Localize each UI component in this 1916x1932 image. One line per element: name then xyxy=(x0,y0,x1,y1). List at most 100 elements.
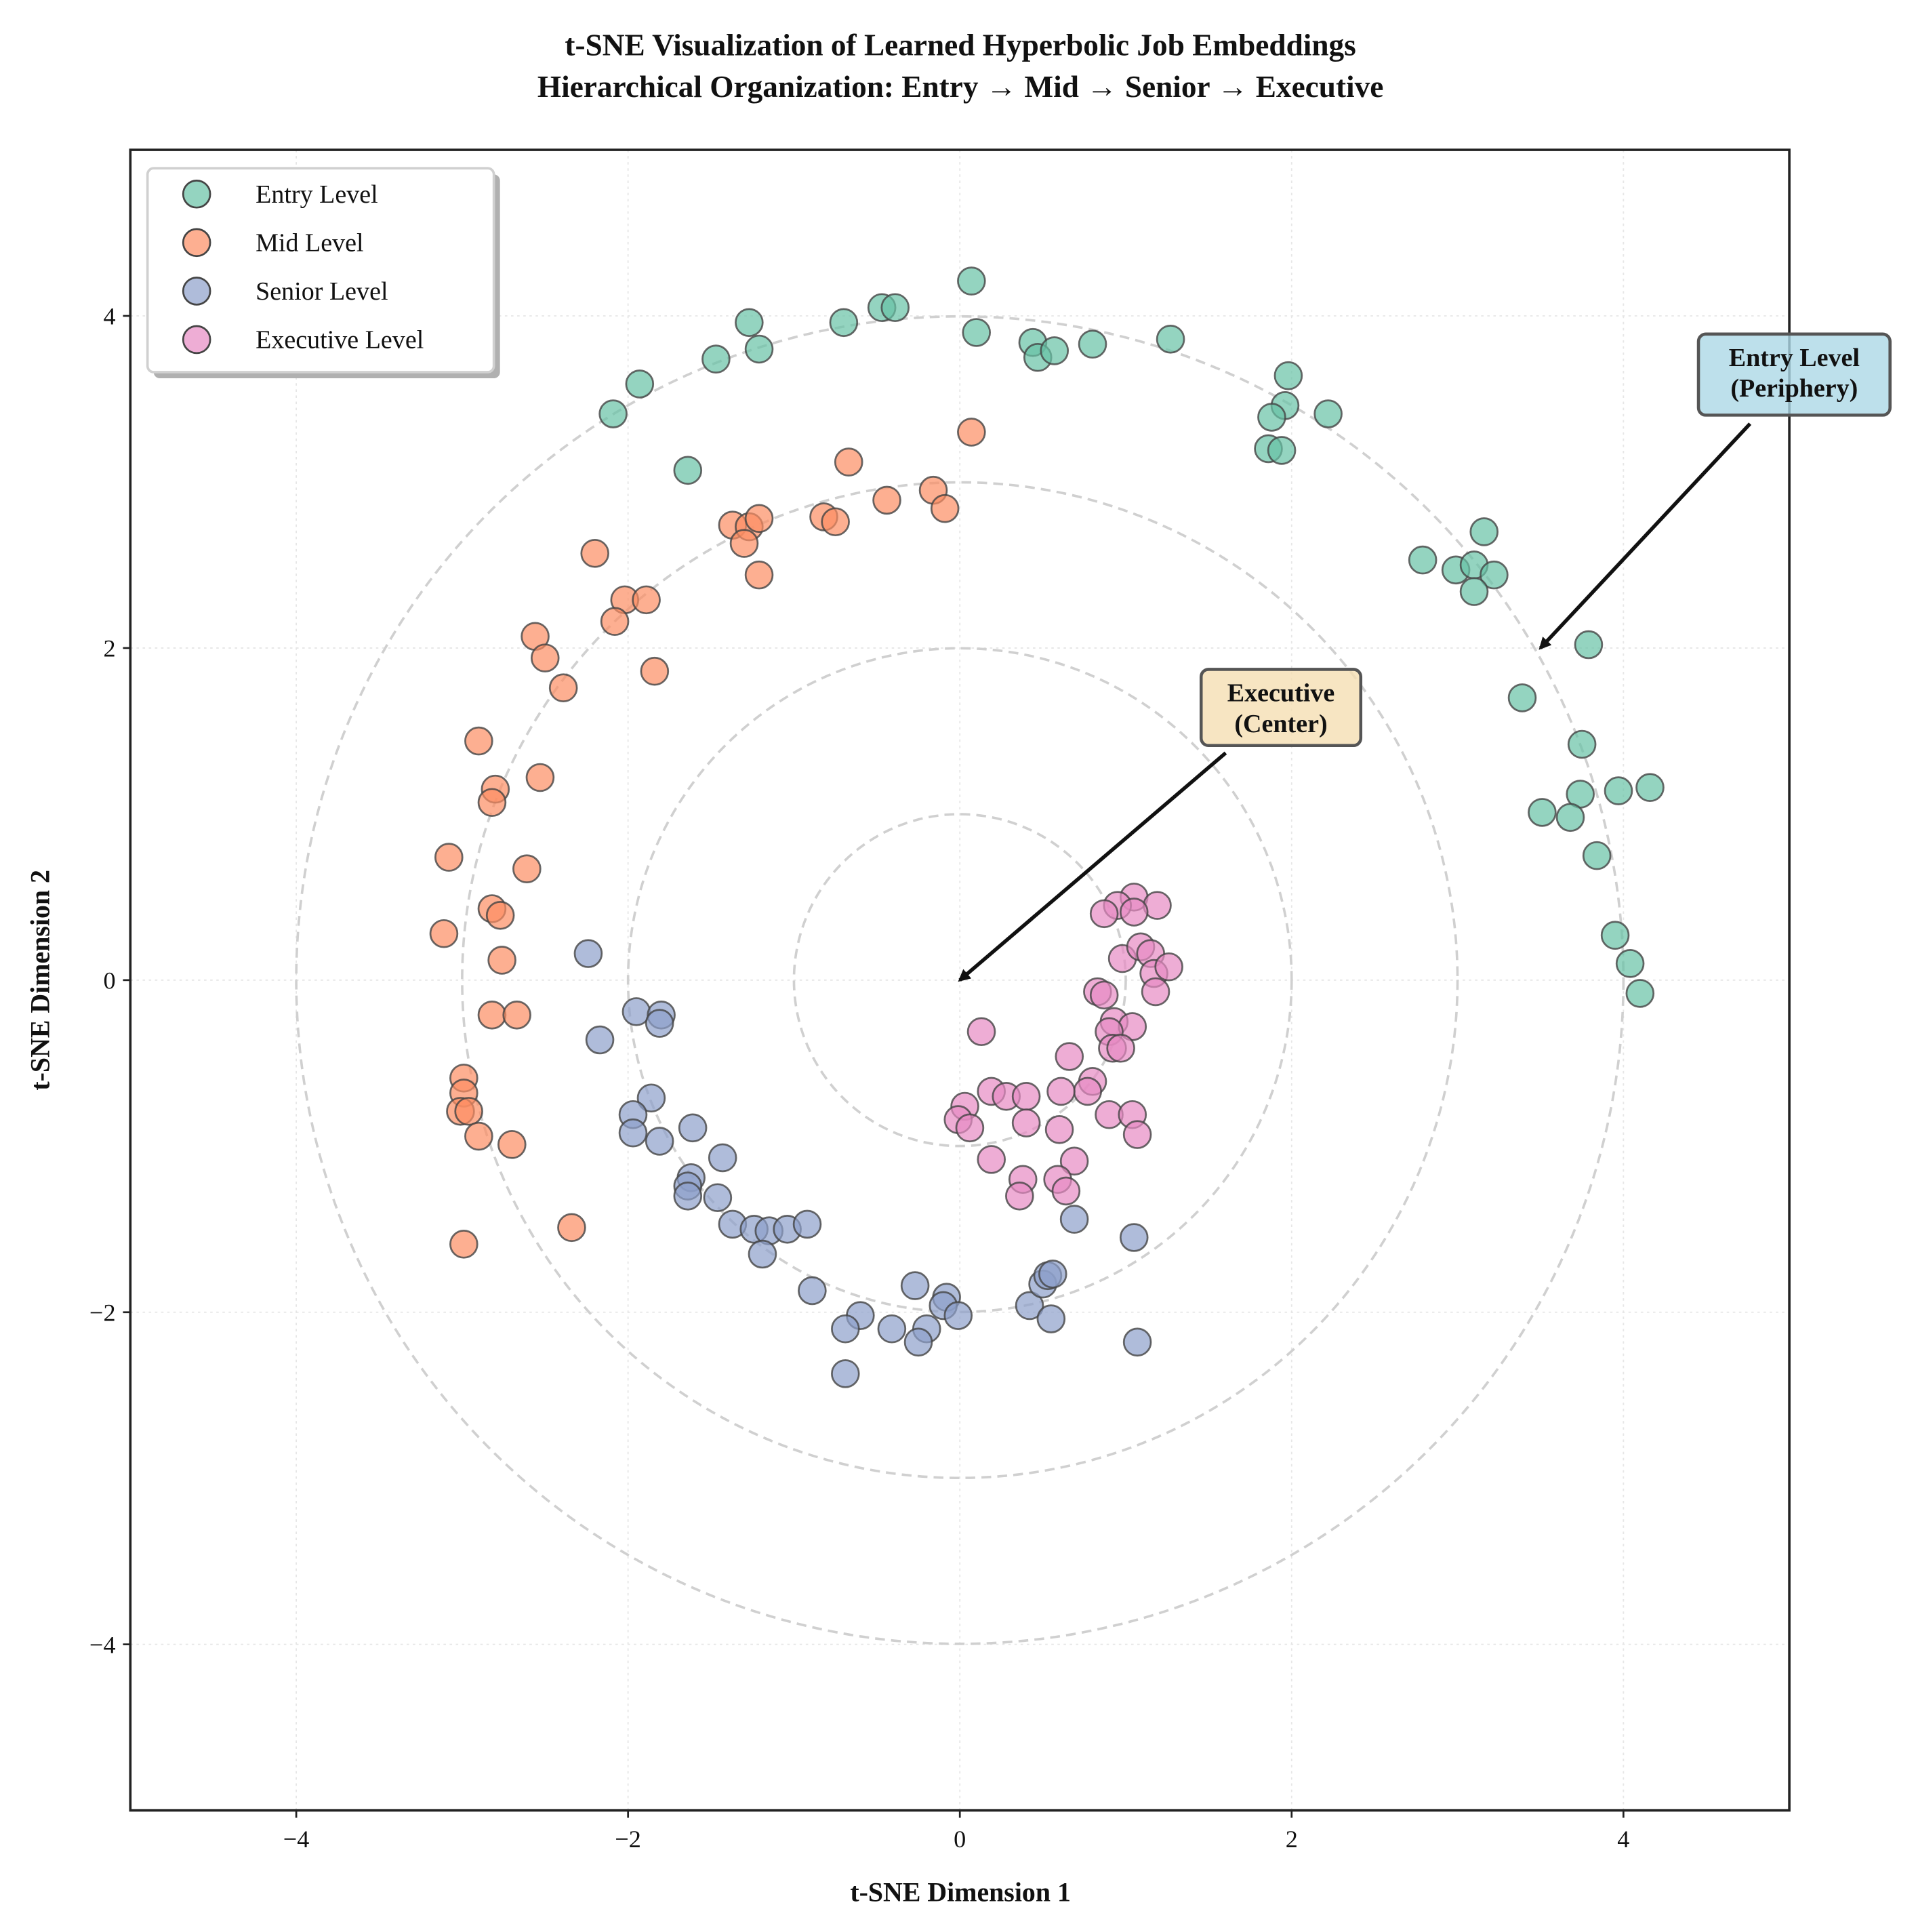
data-point xyxy=(1615,949,1645,978)
data-point xyxy=(1046,1076,1076,1106)
chart-subtitle: Hierarchical Organization: Entry → Mid →… xyxy=(537,70,1383,104)
data-point xyxy=(1635,773,1665,802)
data-point xyxy=(703,1183,733,1213)
grid xyxy=(130,150,1790,1811)
data-point xyxy=(1313,399,1343,428)
data-point xyxy=(1055,1042,1084,1071)
y-tick-label: 0 xyxy=(103,967,115,994)
y-tick-label: −4 xyxy=(89,1631,116,1658)
data-point xyxy=(735,308,764,338)
data-point xyxy=(1257,403,1286,432)
y-tick-label: −2 xyxy=(89,1299,116,1326)
data-point xyxy=(557,1213,586,1243)
data-point xyxy=(1574,630,1604,660)
annotation-arrow xyxy=(958,751,1227,982)
plot-frame xyxy=(129,148,1791,1812)
data-point xyxy=(744,334,774,364)
data-point xyxy=(792,1209,822,1239)
data-point xyxy=(530,643,560,672)
data-point xyxy=(744,504,774,534)
data-point xyxy=(477,1000,507,1030)
data-point xyxy=(636,1083,666,1113)
data-point xyxy=(962,318,991,347)
data-point xyxy=(798,1276,827,1306)
data-point xyxy=(673,456,703,485)
data-point xyxy=(618,1118,648,1148)
data-point xyxy=(900,1271,930,1300)
data-point xyxy=(1044,1115,1074,1144)
data-point xyxy=(625,369,655,399)
data-point xyxy=(1459,577,1489,606)
data-point xyxy=(1005,1181,1034,1211)
data-point xyxy=(1625,979,1655,1008)
legend-marker xyxy=(182,325,211,355)
data-point xyxy=(1408,545,1438,575)
reference-circles xyxy=(295,315,1625,1645)
data-point xyxy=(1089,899,1119,929)
data-point xyxy=(598,399,628,428)
data-point xyxy=(449,1230,478,1259)
data-point xyxy=(708,1143,737,1173)
data-point xyxy=(1267,436,1297,465)
data-point xyxy=(1528,798,1557,827)
legend-marker xyxy=(182,228,211,258)
data-point xyxy=(1051,1176,1081,1206)
annotation-text: (Periphery) xyxy=(1730,374,1858,403)
reference-circle xyxy=(461,481,1459,1479)
annotation-text: (Center) xyxy=(1234,710,1327,738)
ticks: −4 −2 0 2 4 −4 −2 0 2 4 xyxy=(89,303,1629,1853)
data-point xyxy=(1480,560,1509,590)
data-point xyxy=(1582,841,1612,870)
x-tick-label: −4 xyxy=(283,1826,310,1853)
x-tick-label: 4 xyxy=(1617,1826,1629,1853)
y-tick-label: 4 xyxy=(103,303,115,330)
legend-label: Entry Level xyxy=(256,180,378,209)
data-point xyxy=(966,1017,996,1047)
data-point xyxy=(585,1025,615,1055)
data-point xyxy=(872,485,901,515)
data-point xyxy=(834,447,863,477)
legend-marker xyxy=(182,277,211,306)
annotation-arrow xyxy=(1538,422,1752,650)
data-point xyxy=(1600,921,1630,950)
y-tick-label: 2 xyxy=(103,635,115,662)
data-point xyxy=(1106,1033,1135,1063)
data-point xyxy=(454,1097,483,1126)
data-point xyxy=(1141,977,1170,1007)
data-point xyxy=(1015,1291,1044,1321)
data-point xyxy=(512,854,542,884)
legend-marker xyxy=(182,179,211,209)
data-point xyxy=(477,788,507,818)
data-point xyxy=(1122,1120,1152,1149)
data-point xyxy=(580,539,609,568)
x-tick-label: 0 xyxy=(954,1826,966,1853)
annotation-text: Executive xyxy=(1227,679,1334,708)
data-point xyxy=(880,293,910,323)
data-point xyxy=(957,418,986,447)
data-point xyxy=(1073,1076,1102,1106)
reference-circle xyxy=(792,813,1127,1148)
data-point xyxy=(525,763,555,792)
x-tick-label: −2 xyxy=(615,1826,641,1853)
annotation-box xyxy=(1199,668,1363,748)
data-point xyxy=(831,1314,860,1344)
data-point xyxy=(485,901,515,930)
data-point xyxy=(1078,329,1107,359)
data-point xyxy=(1038,1260,1067,1289)
data-point xyxy=(600,607,630,637)
data-point xyxy=(955,1113,985,1143)
legend-label: Executive Level xyxy=(256,326,424,355)
data-point xyxy=(1119,1223,1149,1252)
data-point xyxy=(645,1009,674,1038)
data-point xyxy=(1011,1082,1041,1111)
data-point xyxy=(1604,776,1633,805)
legend-box xyxy=(146,167,495,374)
data-point xyxy=(640,656,670,686)
x-tick-label: 2 xyxy=(1286,1826,1298,1853)
data-point xyxy=(1154,952,1183,982)
data-point xyxy=(434,843,464,872)
data-point xyxy=(464,1121,493,1151)
reference-circle xyxy=(295,315,1625,1645)
data-point xyxy=(673,1181,703,1211)
data-point xyxy=(930,494,960,523)
